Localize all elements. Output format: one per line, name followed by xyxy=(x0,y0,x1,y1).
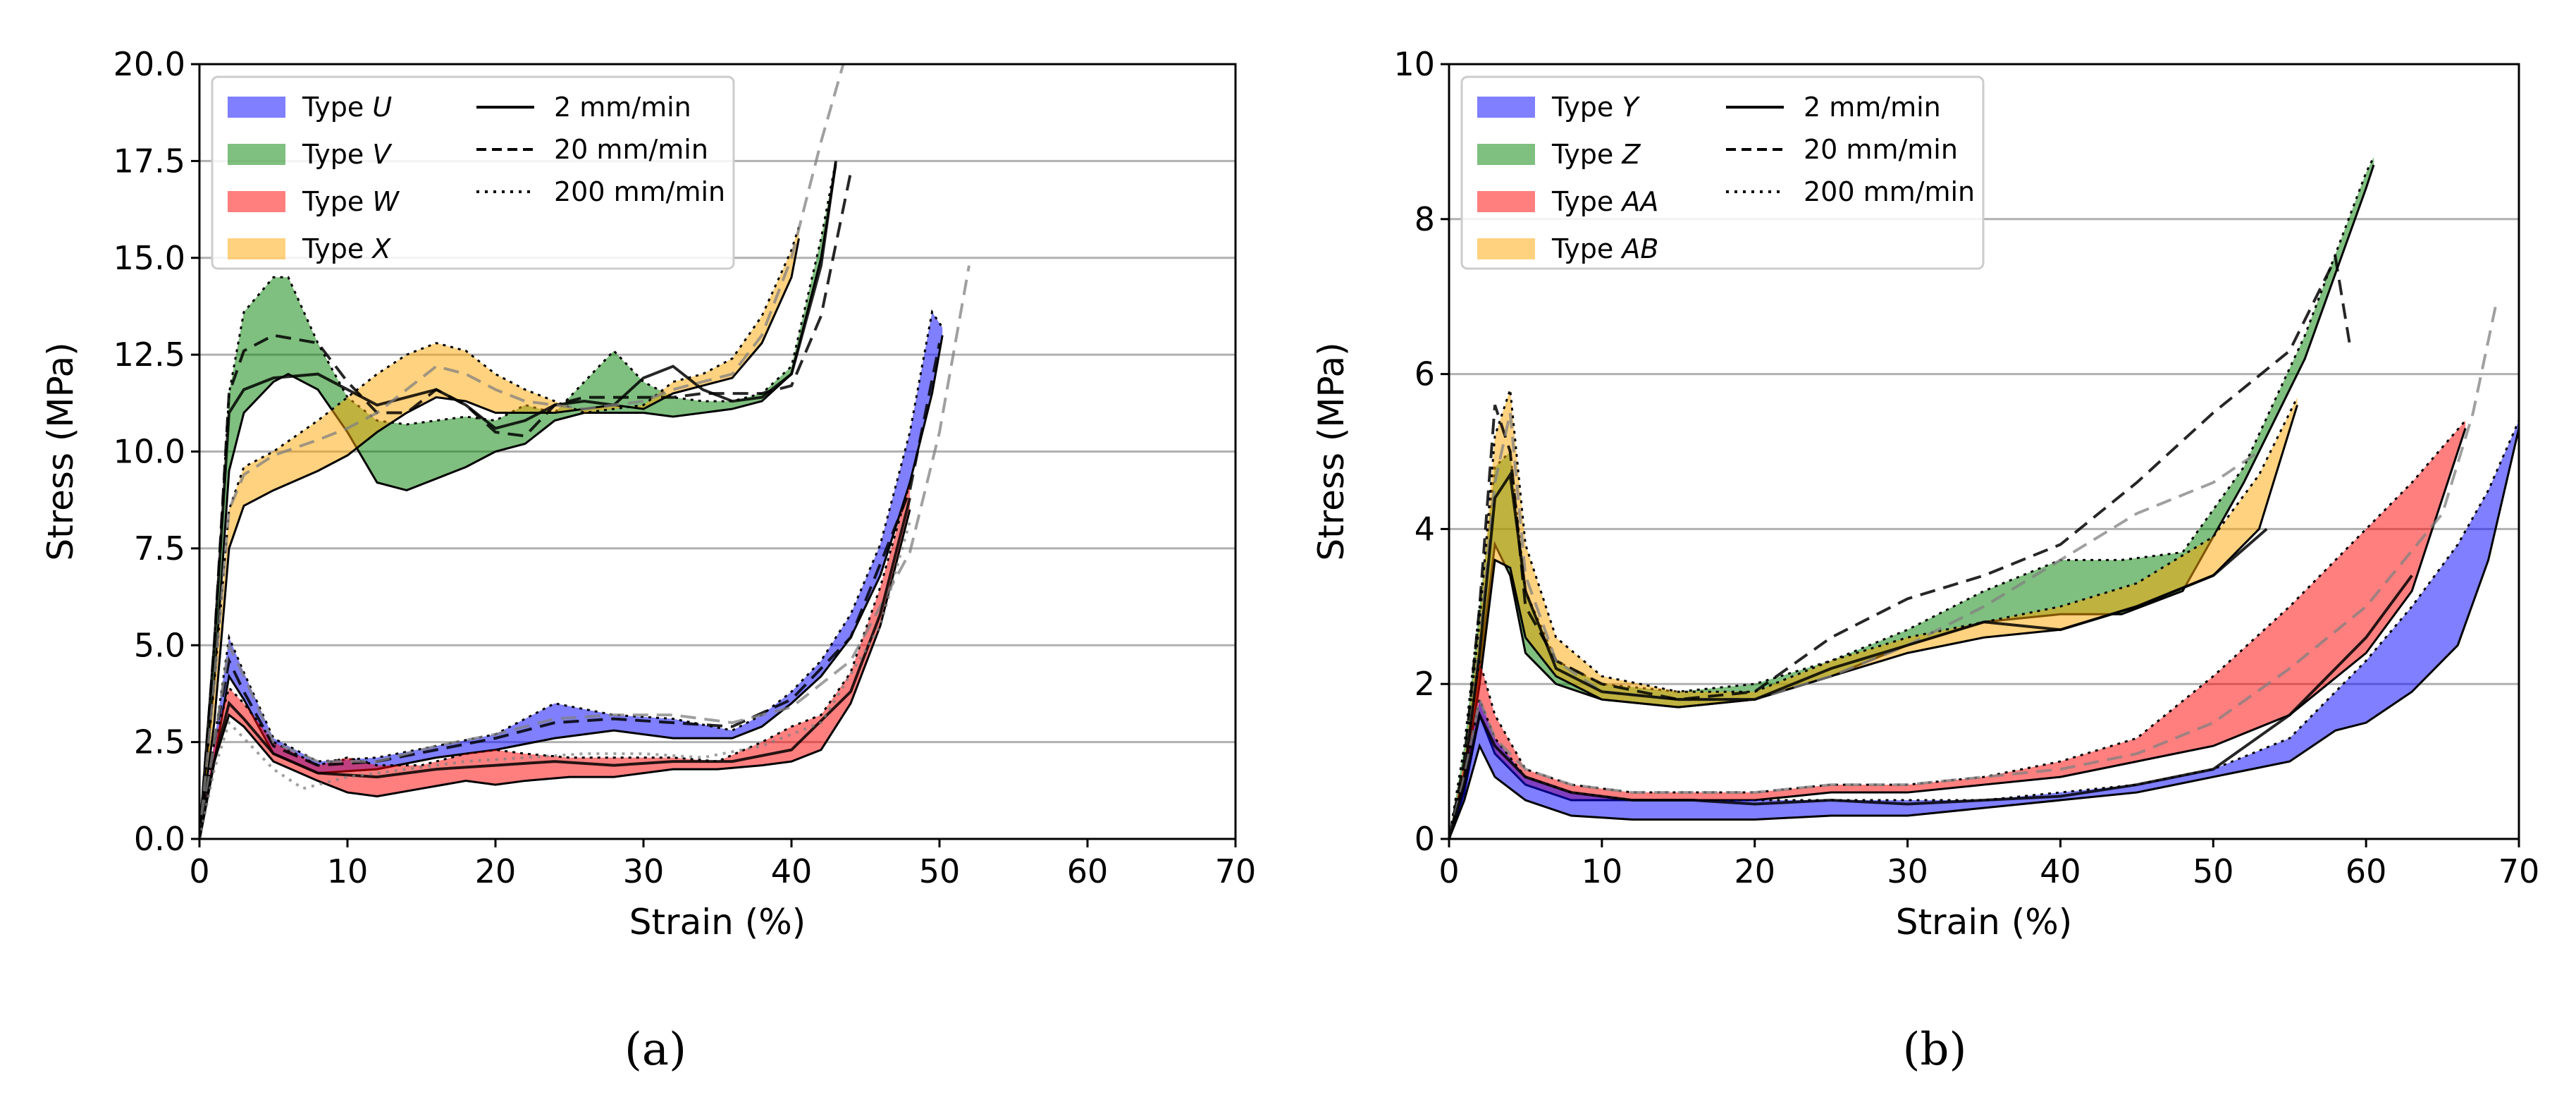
band-lower-edge xyxy=(199,164,837,839)
y-tick-label: 12.5 xyxy=(113,336,185,374)
band-upper-edge xyxy=(1449,157,2375,839)
legend: Type U Type V Type W Type X 2 mm/min 20 mm/mi… xyxy=(211,75,735,270)
legend-label: Type Y xyxy=(1551,92,1640,123)
x-tick-label: 30 xyxy=(1887,852,1928,890)
panel-b: 0 2 4 6 8 10 0 10 20 30 40 50 60 70 Strain (%) Stress (… xyxy=(1311,45,2539,1076)
y-tick-label: 7.5 xyxy=(134,529,185,568)
y-tick-label: 15.0 xyxy=(113,239,185,277)
y-tick-label: 8 xyxy=(1415,200,1435,238)
legend-swatch xyxy=(1477,144,1535,165)
series-line xyxy=(199,161,837,839)
y-tick-label: 10 xyxy=(1393,45,1435,83)
legend-label: 2 mm/min xyxy=(1804,92,1941,123)
series-line xyxy=(199,172,852,839)
band-type-u xyxy=(199,312,943,839)
legend-swatch xyxy=(1477,97,1535,118)
x-axis-label: Strain (%) xyxy=(629,902,806,943)
band-upper-edge xyxy=(199,226,800,839)
panel-a: 0.0 2.5 5.0 7.5 10.0 12.5 15.0 17.5 20.0 0 10 20 30 4… xyxy=(40,45,1256,1076)
band-type-w xyxy=(199,482,910,839)
band-lower-edge xyxy=(199,509,911,839)
legend-label: Type V xyxy=(302,139,393,170)
band-upper-edge xyxy=(199,309,944,839)
legend-swatch xyxy=(228,97,285,118)
band-upper-edge xyxy=(199,161,837,839)
x-tick-label: 60 xyxy=(1067,852,1109,890)
legend-swatch xyxy=(1477,191,1535,212)
series-line xyxy=(1449,470,2268,839)
y-tick-label: 10.0 xyxy=(113,433,185,471)
legend-label: Type AB xyxy=(1551,233,1658,264)
series-line xyxy=(199,343,941,839)
y-tick-label: 17.5 xyxy=(113,142,185,180)
legend-swatch xyxy=(1477,238,1535,259)
legend-swatch xyxy=(228,191,285,212)
x-tick-label: 70 xyxy=(1215,852,1257,890)
y-tick-label: 6 xyxy=(1415,355,1435,393)
legend-label: 20 mm/min xyxy=(554,134,708,165)
band-upper-edge xyxy=(1449,389,2298,839)
panel-caption: (a) xyxy=(624,1024,686,1076)
x-tick-label: 20 xyxy=(1734,852,1775,890)
legend-label: Type U xyxy=(302,92,392,123)
y-axis-label: Stress (MPa) xyxy=(1311,342,1352,560)
band-lower-edge xyxy=(199,238,800,839)
x-tick-label: 20 xyxy=(475,852,517,890)
series-line xyxy=(199,265,970,839)
x-tick-label: 40 xyxy=(771,852,813,890)
y-tick-label: 0.0 xyxy=(134,820,185,858)
y-tick-label: 4 xyxy=(1415,510,1435,548)
x-tick-label: 0 xyxy=(1438,852,1459,890)
y-tick-label: 2.5 xyxy=(134,723,185,761)
x-tick-label: 40 xyxy=(2040,852,2081,890)
legend-label: 20 mm/min xyxy=(1804,134,1958,165)
band-lower-edge xyxy=(1449,428,2519,839)
legend-box xyxy=(211,75,735,270)
x-tick-label: 30 xyxy=(623,852,665,890)
x-tick-label: 50 xyxy=(919,852,961,890)
series-line xyxy=(199,64,845,839)
y-tick-label: 20.0 xyxy=(113,45,185,83)
x-tick-label: 60 xyxy=(2346,852,2387,890)
series-line xyxy=(199,520,911,839)
x-tick-label: 0 xyxy=(189,852,209,890)
series-line xyxy=(199,497,911,839)
x-tick-label: 10 xyxy=(327,852,369,890)
legend-label: Type W xyxy=(302,186,400,217)
x-tick-label: 50 xyxy=(2193,852,2234,890)
y-tick-label: 5.0 xyxy=(134,626,185,664)
legend-label: Type AA xyxy=(1551,186,1658,217)
legend-label: 200 mm/min xyxy=(1804,176,1975,207)
band-type-y xyxy=(1449,420,2519,839)
series-line xyxy=(1449,575,2413,839)
legend-label: Type Z xyxy=(1551,139,1641,170)
band-type-aa xyxy=(1449,420,2466,839)
series-line xyxy=(1449,304,2498,839)
legend: Type Y Type Z Type AA Type AB 2 mm/min 20 mm/… xyxy=(1460,75,1985,270)
legend-swatch xyxy=(228,238,285,259)
y-tick-label: 0 xyxy=(1415,820,1435,858)
y-axis-label: Stress (MPa) xyxy=(40,342,81,560)
legend-box xyxy=(1460,75,1985,270)
axes-frame xyxy=(1448,63,2520,840)
plot-area xyxy=(1449,157,2519,839)
legend-swatch xyxy=(228,144,285,165)
series-line xyxy=(1449,253,2353,839)
x-tick-label: 10 xyxy=(1582,852,1623,890)
legend-label: 2 mm/min xyxy=(554,92,691,123)
panel-caption: (b) xyxy=(1903,1024,1967,1076)
y-tick-label: 2 xyxy=(1415,665,1435,703)
axes-frame xyxy=(198,63,1237,840)
x-axis-label: Strain (%) xyxy=(1896,902,2073,943)
x-tick-label: 70 xyxy=(2498,852,2540,890)
legend-label: 200 mm/min xyxy=(554,176,725,207)
legend-label: Type X xyxy=(302,233,391,264)
plot-area xyxy=(199,64,970,839)
